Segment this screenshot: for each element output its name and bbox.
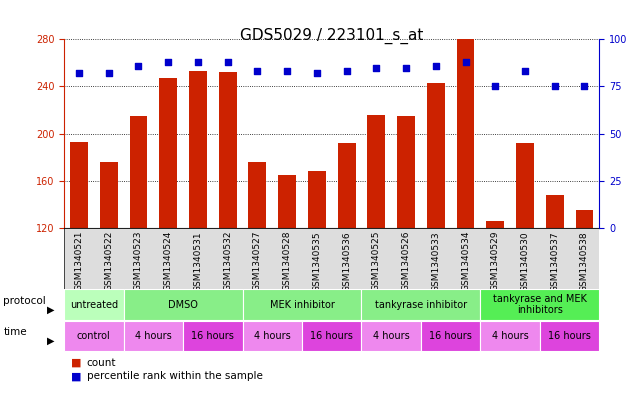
Point bbox=[312, 70, 322, 76]
Text: GSM1340529: GSM1340529 bbox=[491, 231, 500, 292]
Bar bbox=[397, 116, 415, 228]
Point bbox=[163, 59, 173, 65]
Point bbox=[431, 62, 441, 69]
Text: DMSO: DMSO bbox=[168, 299, 198, 310]
Text: tankyrase and MEK
inhibitors: tankyrase and MEK inhibitors bbox=[493, 294, 587, 315]
Point bbox=[579, 83, 590, 90]
FancyBboxPatch shape bbox=[421, 321, 480, 351]
Point bbox=[549, 83, 560, 90]
Text: GSM1340532: GSM1340532 bbox=[223, 231, 232, 292]
Text: GSM1340536: GSM1340536 bbox=[342, 231, 351, 292]
Point bbox=[253, 68, 263, 75]
Text: ▶: ▶ bbox=[47, 336, 54, 346]
Bar bbox=[308, 171, 326, 228]
Point bbox=[74, 70, 84, 76]
Bar bbox=[129, 116, 147, 228]
FancyBboxPatch shape bbox=[540, 321, 599, 351]
FancyBboxPatch shape bbox=[64, 321, 124, 351]
FancyBboxPatch shape bbox=[183, 321, 242, 351]
Bar bbox=[278, 175, 296, 228]
FancyBboxPatch shape bbox=[480, 290, 599, 320]
FancyBboxPatch shape bbox=[124, 290, 242, 320]
Point bbox=[193, 59, 203, 65]
Bar bbox=[189, 71, 207, 228]
Text: ■: ■ bbox=[71, 371, 81, 381]
Text: 4 hours: 4 hours bbox=[135, 331, 172, 341]
Text: GSM1340526: GSM1340526 bbox=[401, 231, 410, 292]
Text: GSM1340523: GSM1340523 bbox=[134, 231, 143, 292]
Text: 16 hours: 16 hours bbox=[429, 331, 472, 341]
Text: GSM1340525: GSM1340525 bbox=[372, 231, 381, 292]
Bar bbox=[487, 221, 504, 228]
Text: GSM1340521: GSM1340521 bbox=[74, 231, 83, 292]
Text: GSM1340534: GSM1340534 bbox=[461, 231, 470, 292]
Point bbox=[520, 68, 530, 75]
Point bbox=[133, 62, 144, 69]
Point bbox=[460, 59, 470, 65]
Text: GSM1340535: GSM1340535 bbox=[312, 231, 321, 292]
FancyBboxPatch shape bbox=[124, 321, 183, 351]
FancyBboxPatch shape bbox=[242, 290, 362, 320]
Text: MEK inhibitor: MEK inhibitor bbox=[270, 299, 335, 310]
Point bbox=[282, 68, 292, 75]
Bar bbox=[367, 115, 385, 228]
Bar bbox=[100, 162, 118, 228]
Text: count: count bbox=[87, 358, 116, 367]
Bar bbox=[338, 143, 356, 228]
FancyBboxPatch shape bbox=[302, 321, 362, 351]
FancyBboxPatch shape bbox=[242, 321, 302, 351]
Bar bbox=[70, 142, 88, 228]
Text: ▶: ▶ bbox=[47, 305, 54, 315]
FancyBboxPatch shape bbox=[480, 321, 540, 351]
Bar bbox=[576, 210, 594, 228]
Text: GSM1340528: GSM1340528 bbox=[283, 231, 292, 292]
Point bbox=[104, 70, 114, 76]
FancyBboxPatch shape bbox=[64, 228, 599, 289]
Text: time: time bbox=[3, 327, 27, 337]
Bar bbox=[516, 143, 534, 228]
Text: control: control bbox=[77, 331, 111, 341]
Point bbox=[222, 59, 233, 65]
Point bbox=[371, 64, 381, 71]
Text: untreated: untreated bbox=[70, 299, 118, 310]
Bar bbox=[456, 39, 474, 228]
Text: 4 hours: 4 hours bbox=[492, 331, 528, 341]
FancyBboxPatch shape bbox=[362, 321, 421, 351]
Point bbox=[490, 83, 501, 90]
Text: GSM1340524: GSM1340524 bbox=[163, 231, 172, 291]
Text: GSM1340537: GSM1340537 bbox=[550, 231, 559, 292]
Text: tankyrase inhibitor: tankyrase inhibitor bbox=[375, 299, 467, 310]
Text: 4 hours: 4 hours bbox=[254, 331, 290, 341]
Text: 4 hours: 4 hours bbox=[373, 331, 410, 341]
Text: GSM1340538: GSM1340538 bbox=[580, 231, 589, 292]
Text: GSM1340531: GSM1340531 bbox=[194, 231, 203, 292]
Text: 16 hours: 16 hours bbox=[310, 331, 353, 341]
Bar bbox=[159, 78, 177, 228]
Text: GSM1340530: GSM1340530 bbox=[520, 231, 529, 292]
Text: GSM1340522: GSM1340522 bbox=[104, 231, 113, 291]
Text: 16 hours: 16 hours bbox=[192, 331, 234, 341]
Text: GDS5029 / 223101_s_at: GDS5029 / 223101_s_at bbox=[240, 28, 424, 44]
Bar bbox=[546, 195, 563, 228]
Bar bbox=[427, 83, 445, 228]
Text: 16 hours: 16 hours bbox=[548, 331, 591, 341]
Text: percentile rank within the sample: percentile rank within the sample bbox=[87, 371, 262, 381]
Text: GSM1340533: GSM1340533 bbox=[431, 231, 440, 292]
FancyBboxPatch shape bbox=[362, 290, 480, 320]
Bar bbox=[219, 72, 237, 228]
Text: GSM1340527: GSM1340527 bbox=[253, 231, 262, 292]
Bar bbox=[249, 162, 266, 228]
Point bbox=[401, 64, 411, 71]
Point bbox=[342, 68, 352, 75]
Text: ■: ■ bbox=[71, 358, 81, 367]
Text: protocol: protocol bbox=[3, 296, 46, 306]
FancyBboxPatch shape bbox=[64, 290, 124, 320]
